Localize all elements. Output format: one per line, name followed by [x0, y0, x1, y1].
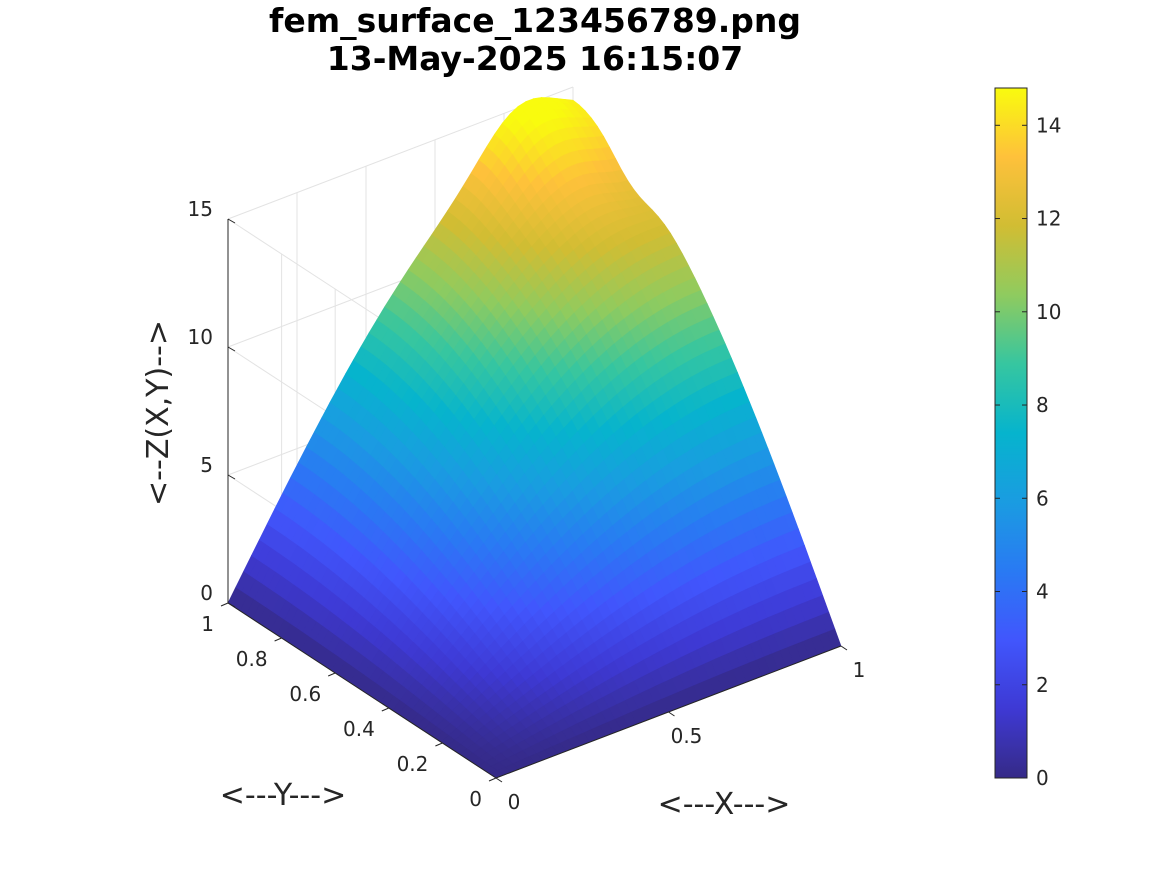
colorbar-tick-label: 4: [1036, 580, 1049, 604]
colorbar-tick-label: 10: [1036, 300, 1061, 324]
z-tick-label: 5: [200, 453, 213, 477]
z-axis-label: <--Z(X,Y)-->: [141, 320, 176, 506]
y-tick-label: 0.8: [236, 647, 268, 671]
colorbar: 0 2 4 6 8 10 12 14: [994, 87, 1061, 790]
colorbar-tick-label: 12: [1036, 207, 1061, 231]
z-tick-label: 10: [188, 325, 213, 349]
x-axis-label: <---X--->: [658, 787, 791, 822]
colorbar-gradient: [994, 87, 1028, 779]
x-tick-label: 0: [508, 790, 521, 814]
y-tick-label: 1: [201, 612, 214, 636]
colorbar-tick-label: 14: [1036, 113, 1061, 137]
colorbar-tick-label: 8: [1036, 393, 1049, 417]
z-tick-label: 15: [188, 197, 213, 221]
axis-labels: <---X---> <---Y---> <--Z(X,Y)-->: [141, 320, 790, 822]
x-tick-label: 1: [853, 658, 866, 682]
colorbar-tick-label: 2: [1036, 673, 1049, 697]
y-axis-line: [227, 602, 497, 779]
y-tick-label: 0.2: [397, 752, 429, 776]
chart-subtitle: 13-May-2025 16:15:07: [326, 39, 744, 78]
colorbar-tick-label: 6: [1036, 486, 1049, 510]
colorbar-tick-label: 0: [1036, 766, 1049, 790]
y-tick-label: 0.6: [289, 682, 321, 706]
y-tick-label: 0: [469, 787, 482, 811]
y-axis-label: <---Y--->: [220, 778, 346, 813]
chart-title: fem_surface_123456789.png: [268, 1, 802, 40]
z-tick-label: 0: [200, 581, 213, 605]
x-tick-label: 0.5: [671, 724, 703, 748]
axes-lines: [220, 218, 848, 783]
y-tick-label: 0.4: [343, 717, 375, 741]
surface-plot: [227, 97, 842, 779]
